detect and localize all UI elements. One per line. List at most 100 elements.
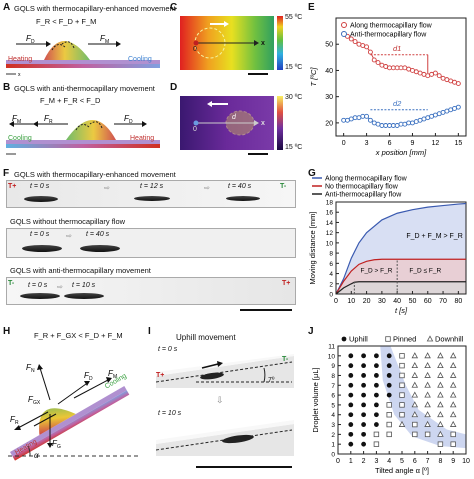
data-point: [373, 441, 380, 447]
plot-frame: [335, 17, 467, 137]
data-point: [348, 353, 354, 359]
panel-label-a: A: [3, 2, 11, 13]
svg-text:D: D: [89, 376, 93, 382]
panel-f-strip-2: [6, 228, 296, 258]
panel-d-thermal-image: [180, 96, 283, 155]
data-point: [361, 373, 366, 378]
data-point: [411, 381, 419, 388]
y-tick-label: 14: [326, 220, 334, 227]
plot-frame: [335, 201, 467, 295]
y-tick-label: 30: [325, 94, 333, 101]
panel-f-row1-title: GQLS with thermocapillary-enhanced movem…: [14, 170, 176, 179]
panel-c-origin: 0: [193, 46, 197, 53]
data-point: [437, 352, 444, 359]
data-point: [364, 44, 370, 50]
x-tick-label: 0: [342, 140, 346, 147]
legend-label: Along thermocapillary flow: [350, 23, 433, 30]
data-point: [348, 392, 354, 398]
data-point: [449, 352, 457, 359]
panel-h-equation: F_R + F_GX < F_D + F_M: [34, 331, 123, 340]
panel-c-min: 15 ºC: [285, 64, 303, 71]
d1-label: d1: [393, 44, 401, 53]
data-point: [374, 402, 379, 408]
panel-c-thermal-image: [180, 16, 283, 75]
panel-label-g: G: [308, 168, 316, 179]
panel-f-tplus-1: T+: [8, 183, 17, 190]
svg-text:F: F: [108, 369, 114, 378]
x-tick-label: 9: [451, 458, 455, 465]
svg-text:R: R: [49, 119, 53, 125]
data-point: [450, 441, 456, 447]
data-point: [449, 420, 457, 427]
panel-b-equation: F_M + F_R < F_D: [40, 96, 101, 105]
data-point: [375, 60, 381, 66]
data-point: [348, 441, 354, 447]
data-point: [450, 431, 456, 438]
region-label-3: F_D ≤ F_R: [409, 268, 441, 275]
panel-label-d: D: [170, 82, 178, 93]
panel-f-t7: t = 10 s: [72, 282, 96, 289]
panel-a-equation: F_R < F_D + F_M: [36, 17, 97, 26]
data-point: [367, 49, 373, 55]
data-point: [411, 371, 419, 378]
data-point: [411, 361, 419, 369]
data-point: [424, 381, 431, 388]
svg-text:x: x: [18, 72, 21, 78]
panel-j-chart: 0 1 2 3 4 5 6 7 8 9 10 0 1 2 3 4 5 6 7 8 9 10 11 Tilted angle α…: [311, 335, 470, 476]
x-axis-label: Tilted angle α [º]: [375, 466, 429, 475]
svg-text:G: G: [57, 444, 61, 450]
panel-f-row3-title: GQLS with anti-thermocapillary movement: [10, 266, 151, 275]
svg-text:F: F: [84, 371, 90, 380]
data-point: [361, 382, 366, 388]
panel-label-j: J: [308, 326, 314, 337]
svg-text:R: R: [15, 420, 19, 426]
svg-text:M: M: [113, 374, 117, 380]
panel-a-cooling: Cooling: [128, 56, 152, 63]
y-tick-label: 4: [329, 271, 333, 278]
data-point: [361, 422, 366, 427]
data-point: [411, 401, 419, 408]
legend-label: Pinned: [393, 335, 416, 344]
data-point: [374, 353, 379, 359]
x-tick-label: 8: [438, 458, 442, 465]
svg-text:M: M: [105, 39, 109, 45]
panel-f-strip-1: [6, 180, 296, 208]
svg-text:F: F: [100, 34, 106, 43]
svg-text:N: N: [31, 368, 35, 374]
panel-label-h: H: [3, 326, 11, 337]
panel-i-frame-1: [156, 354, 294, 388]
legend-label: Downhill: [435, 335, 464, 344]
x-tick-label: 9: [411, 140, 415, 147]
panel-f-row2-title: GQLS without thermocapillary flow: [10, 217, 126, 226]
data-point: [399, 402, 405, 408]
data-point: [399, 382, 405, 388]
x-tick-label: 70: [439, 298, 447, 305]
data-point: [386, 421, 392, 428]
data-point: [436, 73, 442, 79]
x-tick-label: 2: [362, 458, 366, 465]
y-tick-label: 5: [331, 402, 335, 409]
data-point: [432, 70, 438, 76]
data-point: [424, 411, 431, 418]
svg-text:F: F: [26, 34, 32, 43]
panel-f-t2: t = 12 s: [140, 183, 164, 190]
panel-f-tminus-3: T-: [8, 280, 15, 287]
svg-text:M: M: [17, 119, 21, 125]
legend-label: Along thermocapillary flow: [325, 176, 408, 183]
data-point: [373, 431, 380, 438]
legend-marker: [341, 22, 347, 28]
x-tick-label: 1: [349, 458, 353, 465]
data-point: [437, 430, 444, 437]
data-point: [371, 57, 377, 63]
data-point: [374, 373, 379, 378]
legend-marker: [385, 336, 391, 342]
region-label-2: F_D > F_R: [360, 268, 392, 275]
x-axis-label: x position [mm]: [375, 148, 427, 157]
panel-f-t5: t = 40 s: [86, 231, 110, 238]
data-point: [361, 353, 366, 359]
panel-a-heating: Heating: [8, 56, 33, 63]
x-tick-label: 15: [454, 140, 462, 147]
y-tick-label: 11: [328, 344, 335, 351]
panel-f-t6: t = 0 s: [28, 282, 48, 289]
